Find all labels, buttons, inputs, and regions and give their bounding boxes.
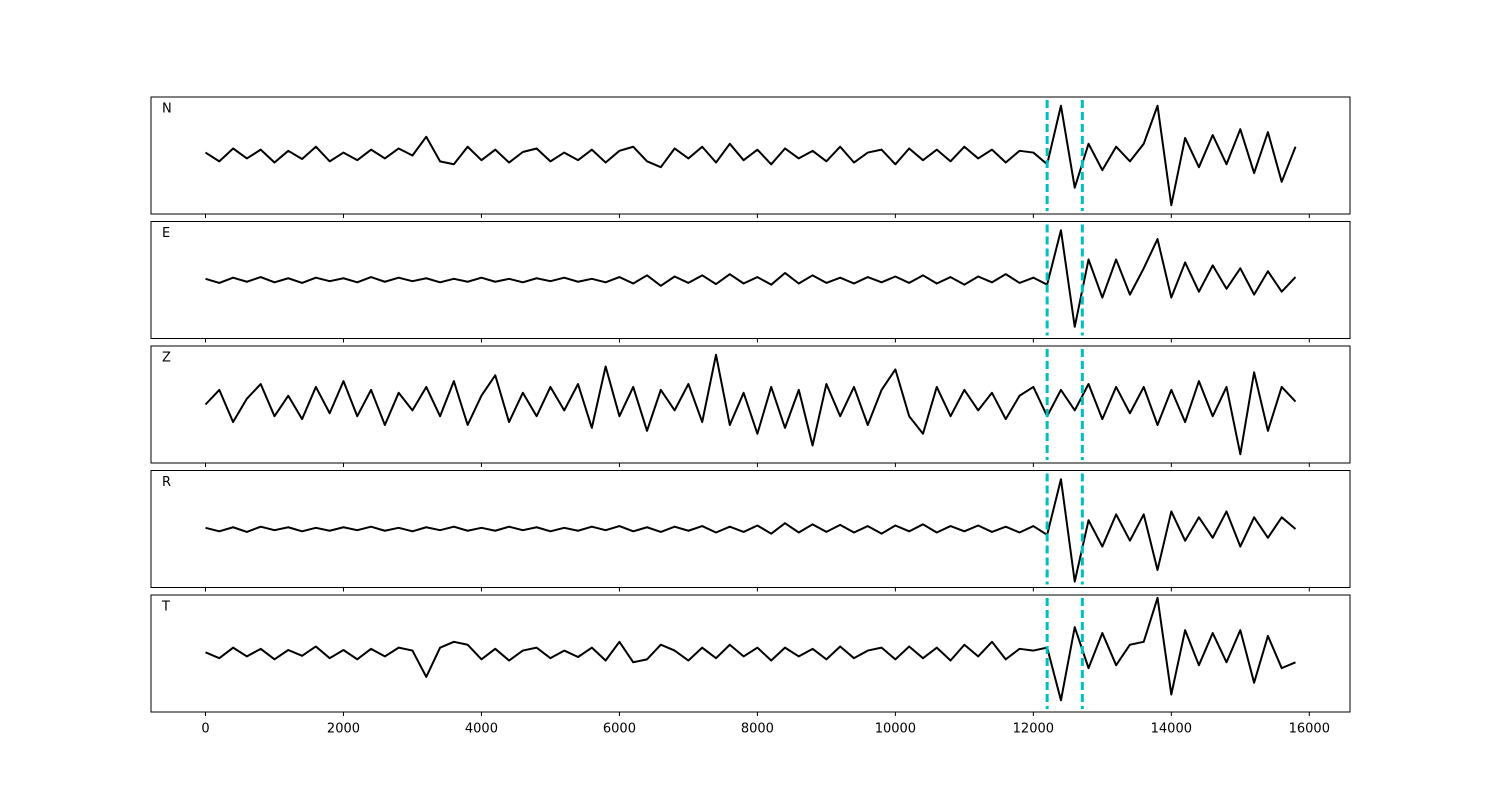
- x-tick-label: 10000: [875, 722, 916, 737]
- panel-label: T: [161, 600, 170, 615]
- panel-label: R: [162, 475, 171, 490]
- waveform: [204, 104, 1297, 207]
- waveform: [205, 478, 1297, 583]
- x-tick-label: 8000: [741, 722, 774, 737]
- x-tick-label: 0: [201, 722, 209, 737]
- x-tick-label: 12000: [1013, 722, 1054, 737]
- panel-frame: [150, 594, 1351, 713]
- x-tick-label: 2000: [327, 722, 360, 737]
- panel-label: N: [162, 102, 172, 117]
- waveform: [205, 229, 1297, 328]
- waveform: [205, 596, 1296, 702]
- x-tick-label: 16000: [1289, 722, 1330, 737]
- x-tick-label: 4000: [465, 722, 498, 737]
- panel-label: E: [162, 226, 170, 241]
- x-tick-label: 6000: [603, 722, 636, 737]
- waveform: [204, 353, 1297, 456]
- panel-label: Z: [162, 351, 171, 366]
- x-tick-label: 14000: [1151, 722, 1192, 737]
- panel-frame: [150, 345, 1351, 464]
